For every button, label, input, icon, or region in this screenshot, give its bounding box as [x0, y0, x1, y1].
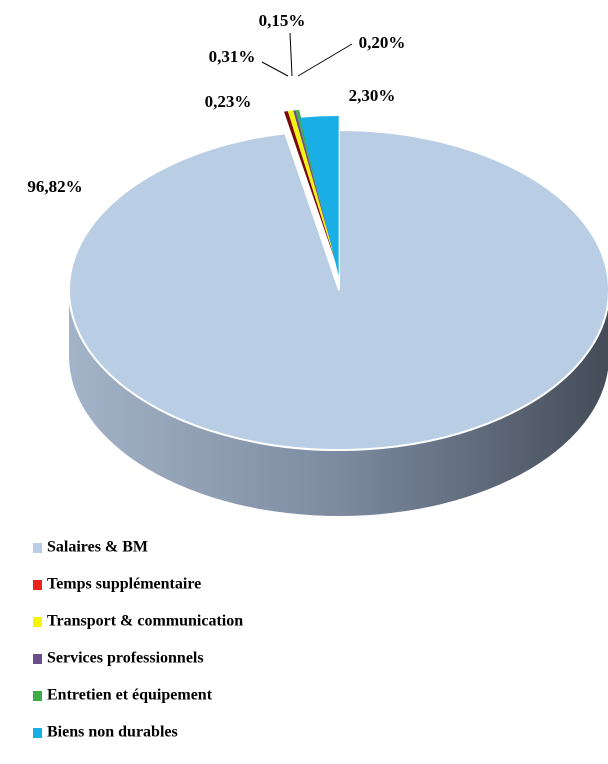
- slice-top: [68, 128, 608, 451]
- slice-top: [293, 110, 338, 269]
- data-label: 0,20%: [359, 33, 406, 52]
- slice-top: [299, 116, 339, 277]
- legend-label: Services professionnels: [47, 650, 204, 667]
- data-label: 0,31%: [209, 47, 256, 66]
- pie-slice: [283, 111, 338, 269]
- pie-slice: [287, 110, 338, 269]
- slice-side: [69, 290, 608, 516]
- leader-line: [297, 43, 353, 77]
- legend-label: Temps supplémentaire: [47, 576, 201, 593]
- slice-top: [283, 111, 338, 269]
- legend-label: Biens non durables: [47, 724, 178, 741]
- legend-label: Transport & communication: [47, 613, 243, 630]
- leader-line: [289, 32, 293, 77]
- leader-line: [261, 61, 289, 77]
- pie-slice: [299, 116, 339, 277]
- legend-swatch: [33, 728, 42, 738]
- legend-swatch: [33, 691, 42, 701]
- legend-swatch: [33, 580, 42, 590]
- legend-swatch: [33, 543, 42, 553]
- legend-swatch: [33, 654, 42, 664]
- data-label: 2,30%: [349, 86, 396, 105]
- legend-swatch: [33, 617, 42, 627]
- pie-slice: [293, 110, 338, 269]
- legend-label: Entretien et équipement: [47, 687, 213, 704]
- slice-top: [287, 110, 338, 269]
- pie-slice: [68, 128, 608, 516]
- data-label: 0,23%: [205, 92, 252, 111]
- data-label: 0,15%: [259, 11, 306, 30]
- legend-label: Salaires & BM: [47, 539, 148, 556]
- data-label: 96,82%: [27, 177, 82, 196]
